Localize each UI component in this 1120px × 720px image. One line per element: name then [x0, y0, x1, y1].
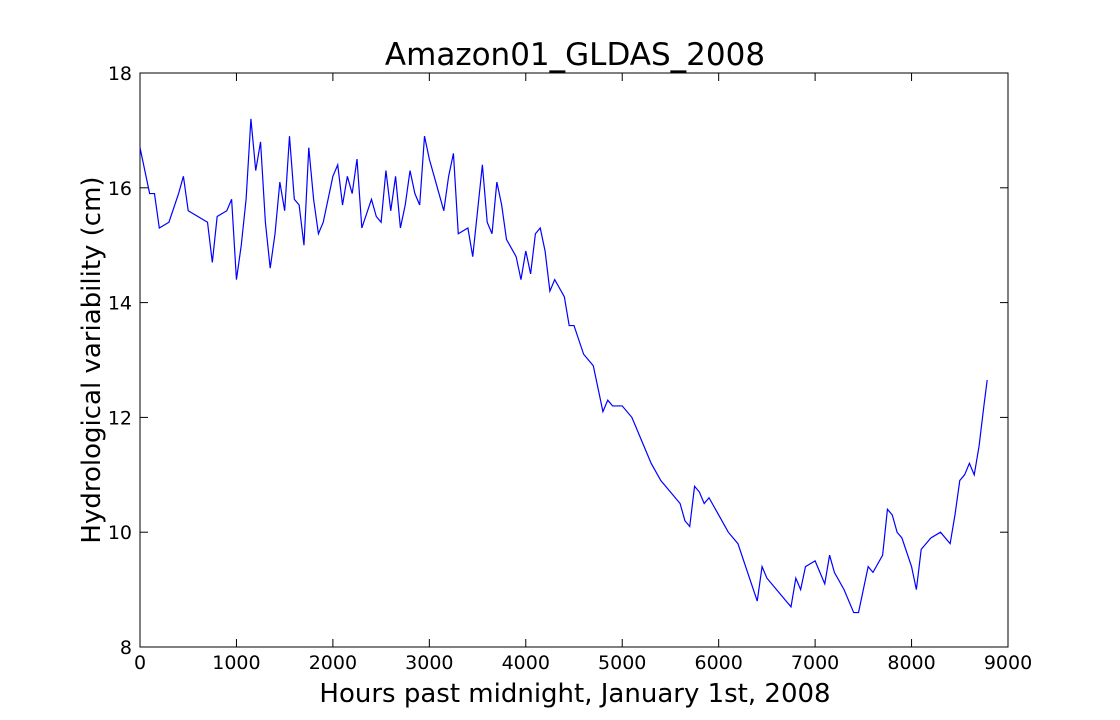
- y-tick-label: 16: [108, 178, 132, 200]
- x-tick-label: 6000: [694, 652, 742, 674]
- x-tick-label: 3000: [405, 652, 453, 674]
- x-tick-label: 8000: [887, 652, 935, 674]
- x-axis-label: Hours past midnight, January 1st, 2008: [319, 679, 830, 709]
- x-tick-label: 9000: [984, 652, 1032, 674]
- x-tick-label: 1000: [212, 652, 260, 674]
- y-tick-label: 14: [108, 293, 132, 315]
- y-axis-label: Hydrological variability (cm): [77, 176, 107, 543]
- x-tick-label: 5000: [598, 652, 646, 674]
- data-line: [139, 118, 988, 614]
- x-tick-label: 2000: [309, 652, 357, 674]
- plot-frame: [139, 72, 1009, 648]
- chart-title: Amazon01_GLDAS_2008: [385, 37, 765, 73]
- x-tick-label: 7000: [791, 652, 839, 674]
- y-tick-label: 10: [108, 522, 132, 544]
- y-tick-label: 18: [108, 63, 132, 85]
- y-tick-label: 8: [120, 637, 132, 659]
- x-tick-label: 0: [134, 652, 146, 674]
- x-tick-label: 4000: [502, 652, 550, 674]
- y-tick-label: 12: [108, 407, 132, 429]
